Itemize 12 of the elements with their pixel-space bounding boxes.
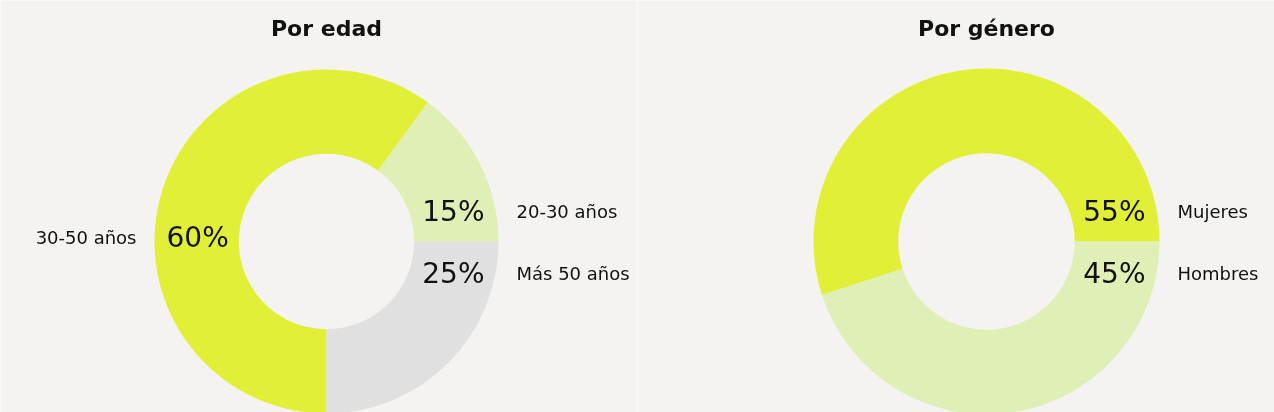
- data-label: 60%: [166, 221, 229, 254]
- chart-title: Por género: [918, 16, 1055, 41]
- slice-label: 20-30 años: [516, 201, 618, 222]
- data-label: 25%: [422, 257, 485, 290]
- slice-label: Mujeres: [1177, 201, 1248, 222]
- slice-label: Hombres: [1177, 263, 1259, 284]
- slice-label: 30-50 años: [35, 227, 137, 248]
- data-label: 15%: [422, 195, 485, 228]
- slice-label: Más 50 años: [516, 263, 630, 284]
- data-label: 45%: [1083, 257, 1146, 290]
- chart-title: Por edad: [271, 16, 383, 41]
- data-label: 55%: [1083, 195, 1146, 228]
